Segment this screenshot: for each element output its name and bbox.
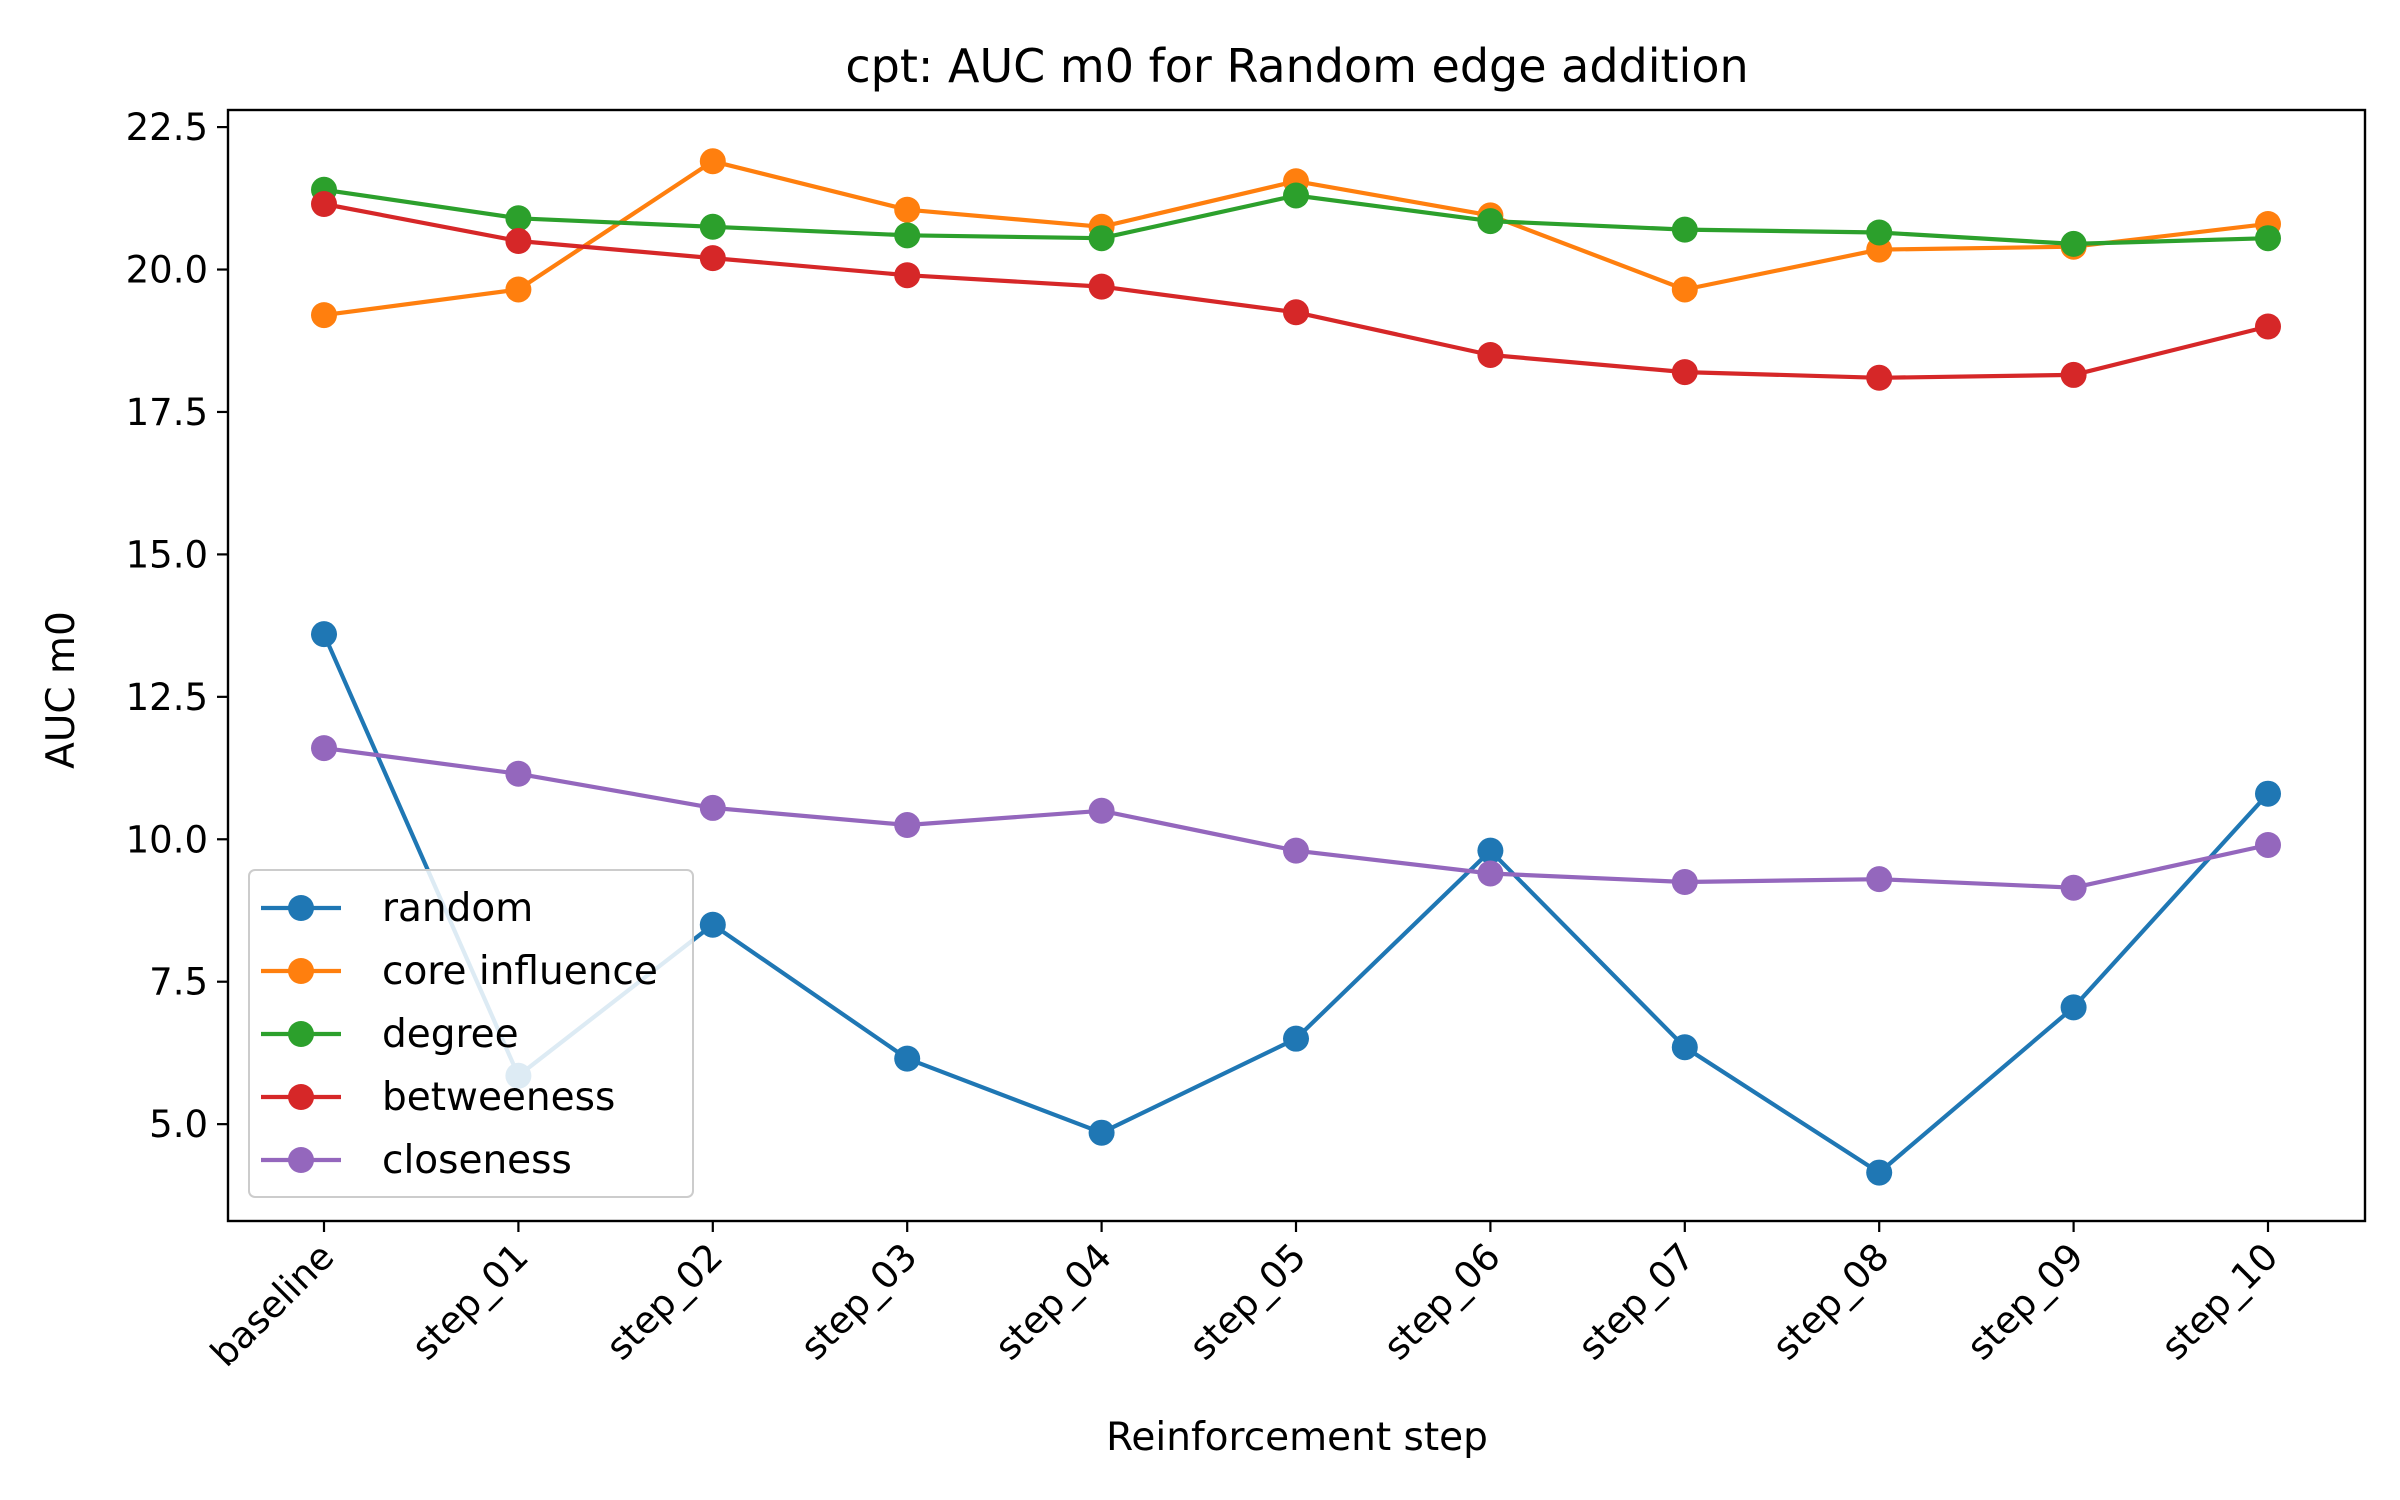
data-point-closeness [1477,860,1504,887]
data-point-closeness [2255,831,2281,858]
x-tick-label: step_07 [1570,1235,1703,1368]
data-point-closeness [1671,869,1698,896]
x-tick-label: step_09 [1959,1235,2092,1368]
x-tick-label: step_02 [598,1235,731,1368]
x-tick-label: step_03 [792,1235,925,1368]
data-point-degree [1866,219,1893,246]
data-point-betweeness [1866,364,1893,391]
y-axis-title: AUC m0 [39,611,84,769]
data-point-degree [1088,225,1115,252]
data-point-core-influence [311,302,337,329]
data-point-closeness [1866,866,1893,893]
data-point-betweeness [1088,273,1115,300]
data-point-random [1671,1034,1698,1061]
legend-label-betweeness: betweeness [382,1075,615,1120]
data-point-closeness [311,735,337,762]
y-tick-label: 22.5 [126,106,208,149]
data-point-core-influence [699,148,726,175]
legend-label-core-influence: core influence [382,949,658,994]
legend-label-random: random [382,886,533,931]
data-point-random [699,911,726,938]
y-tick-label: 7.5 [149,961,208,1004]
data-point-betweeness [1671,359,1698,386]
y-tick-label: 5.0 [149,1103,208,1146]
data-point-core-influence [505,276,532,303]
data-point-core-influence [894,196,921,223]
data-point-closeness [699,794,726,821]
data-point-betweeness [2255,313,2281,340]
y-tick-label: 20.0 [126,249,208,292]
y-tick-label: 15.0 [126,533,208,576]
data-point-degree [1283,182,1309,209]
legend-label-closeness: closeness [382,1138,572,1183]
data-point-degree [1477,208,1504,235]
data-point-closeness [505,760,532,787]
data-point-closeness [1088,797,1115,824]
legend-box [248,869,694,1198]
legend-marker-betweeness [288,1084,314,1110]
data-point-degree [2060,230,2087,257]
x-tick-label: baseline [202,1235,342,1375]
data-point-degree [2255,225,2281,252]
plot-area: 5.0 7.5 10.0 12.5 15.0 17.5 20.0 22.5 baseline st… [126,106,2367,1375]
data-point-betweeness [699,245,726,272]
data-point-random [2060,994,2087,1021]
data-point-degree [1671,216,1698,243]
data-point-betweeness [894,262,921,289]
x-tick-label: step_10 [2153,1235,2286,1368]
data-point-random [2255,780,2281,807]
legend-marker-degree [288,1021,314,1047]
data-point-random [311,621,337,648]
data-point-betweeness [1477,341,1504,368]
data-point-random [1088,1119,1115,1146]
legend-marker-closeness [288,1147,314,1173]
data-point-random [1477,837,1504,864]
legend: random core influence degree betweeness clos… [248,869,694,1198]
x-tick-label: step_05 [1181,1235,1314,1368]
legend-marker-core-influence [288,958,314,984]
data-point-betweeness [1283,299,1309,326]
data-point-closeness [2060,874,2087,901]
data-point-closeness [1283,837,1309,864]
legend-label-degree: degree [382,1012,519,1057]
data-point-random [1866,1159,1893,1186]
data-point-betweeness [311,191,337,218]
data-point-degree [699,213,726,240]
data-point-degree [505,205,532,232]
data-point-closeness [894,812,921,839]
data-point-core-influence [1671,276,1698,303]
y-tick-label: 10.0 [126,818,208,861]
x-axis-title: Reinforcement step [1106,1415,1488,1460]
x-tick-label: step_06 [1375,1235,1508,1368]
data-point-random [1283,1025,1309,1052]
y-tick-label: 17.5 [126,391,208,434]
data-point-betweeness [505,228,532,255]
data-point-betweeness [2060,361,2087,388]
series-line-closeness [323,746,2269,890]
x-tick-label: step_01 [403,1235,536,1368]
data-point-degree [894,222,921,249]
x-tick-label: step_08 [1764,1235,1897,1368]
y-tick-label: 12.5 [126,676,208,719]
chart-title: cpt: AUC m0 for Random edge addition [845,39,1748,93]
data-point-random [894,1045,921,1072]
series-line-betweeness [323,201,2269,380]
x-tick-label: step_04 [987,1235,1120,1368]
legend-marker-random [288,895,314,921]
